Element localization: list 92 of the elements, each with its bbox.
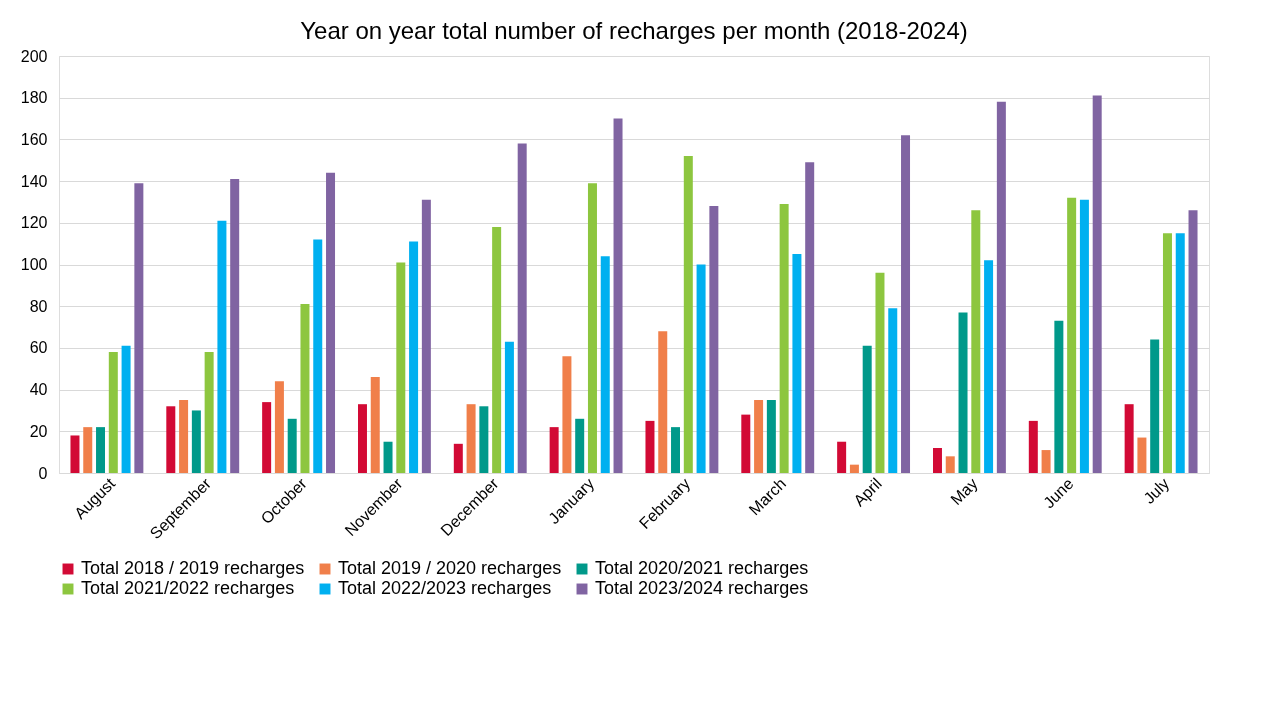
chart-title: Year on year total number of recharges per month (2018-2024): [300, 17, 968, 44]
bar: [958, 312, 968, 473]
y-tick-label: 60: [29, 339, 48, 357]
bar: [96, 427, 106, 473]
bar: [517, 143, 527, 473]
bar: [287, 418, 297, 473]
bar: [300, 304, 310, 473]
bar: [179, 400, 189, 473]
x-tick-label: July: [1140, 474, 1173, 507]
bar: [779, 204, 789, 473]
bar: [274, 381, 284, 473]
bar: [600, 256, 610, 473]
bar: [1162, 233, 1172, 473]
bar: [1124, 404, 1134, 473]
bar: [837, 441, 847, 473]
bar: [326, 172, 336, 473]
bar: [932, 447, 942, 473]
bar: [383, 441, 393, 473]
bar: [996, 101, 1006, 473]
bar: [396, 262, 406, 473]
bar: [1067, 197, 1077, 473]
bar: [741, 414, 751, 473]
bar: [409, 241, 419, 473]
legend-label: Total 2022/2023 recharges: [338, 578, 552, 598]
bar: [1137, 437, 1147, 473]
bar: [766, 400, 776, 473]
bar: [613, 118, 623, 473]
bar: [805, 162, 815, 473]
bar: [696, 264, 706, 473]
bar: [466, 404, 476, 473]
y-tick-label: 0: [38, 464, 48, 482]
bar: [492, 226, 502, 473]
bar: [1150, 339, 1160, 473]
bar: [357, 404, 367, 473]
bar: [1028, 420, 1038, 473]
y-tick-label: 200: [20, 47, 48, 65]
bar: [83, 427, 93, 473]
bar: [901, 135, 911, 473]
bar: [1175, 233, 1185, 473]
bar: [230, 179, 240, 473]
bar: [1188, 210, 1198, 473]
bar: [1079, 199, 1089, 473]
bar: [875, 272, 885, 473]
bar: [166, 406, 176, 473]
bar: [1041, 450, 1051, 473]
bar: [562, 356, 572, 473]
bar: [313, 239, 323, 473]
legend-label: Total 2020/2021 recharges: [595, 558, 809, 578]
y-tick-label: 100: [20, 256, 48, 273]
legend-label: Total 2023/2024 recharges: [595, 578, 809, 598]
bar: [70, 435, 80, 473]
y-tick-label: 120: [20, 214, 48, 232]
bar: [1092, 95, 1102, 473]
bar: [504, 341, 514, 473]
bar: [645, 420, 655, 473]
y-tick-label: 20: [29, 422, 48, 440]
bar: [945, 456, 955, 473]
y-tick-label: 160: [20, 130, 48, 148]
bar: [121, 345, 131, 473]
bar: [1054, 320, 1064, 473]
bar: [683, 156, 693, 473]
y-tick-label: 140: [20, 172, 48, 190]
y-tick-label: 180: [20, 89, 48, 107]
bar: [709, 206, 719, 473]
bar: [792, 254, 802, 473]
legend-label: Total 2019 / 2020 recharges: [338, 558, 562, 578]
bar: [671, 427, 681, 473]
bar: [587, 183, 597, 473]
bar: [971, 210, 981, 473]
bar: [888, 308, 898, 473]
legend-label: Total 2021/2022 recharges: [81, 578, 295, 598]
legend-label: Total 2018 / 2019 recharges: [81, 558, 305, 578]
y-tick-label: 80: [29, 297, 48, 315]
bar: [262, 402, 272, 473]
bar: [549, 427, 559, 473]
bar: [108, 352, 118, 473]
bar: [421, 199, 431, 473]
bar: [754, 400, 764, 473]
bar: [453, 443, 463, 473]
bar: [575, 418, 585, 473]
bar: [204, 352, 214, 473]
bar: [134, 183, 144, 473]
bar: [849, 464, 859, 473]
x-tick-label: May: [947, 474, 981, 509]
bar: [217, 220, 227, 473]
bar: [191, 410, 201, 473]
y-tick-label: 40: [29, 381, 48, 399]
bar: [370, 377, 380, 473]
bar: [984, 260, 994, 473]
bar: [479, 406, 489, 473]
bar: [658, 331, 668, 473]
bar: [862, 345, 872, 473]
